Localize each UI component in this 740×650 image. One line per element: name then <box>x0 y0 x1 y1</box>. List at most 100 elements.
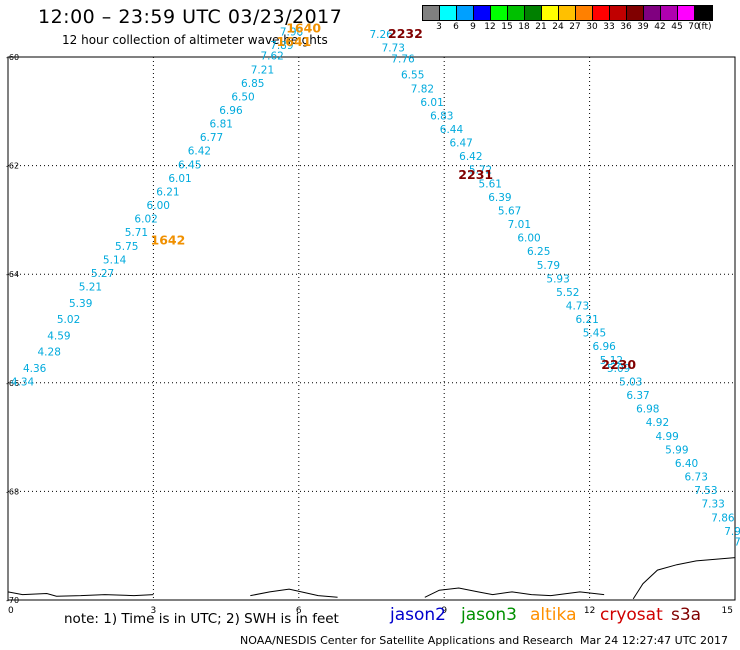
time-label: 1642 <box>151 232 186 247</box>
swh-value-label: 5.39 <box>69 298 92 310</box>
swh-value-label: 6.42 <box>188 146 211 158</box>
swh-value-label: 6.40 <box>675 458 698 470</box>
swh-value-label: 7.01 <box>508 219 531 231</box>
color-swatch <box>474 6 491 20</box>
coastline <box>632 557 736 600</box>
y-tick-label: -68 <box>6 487 19 496</box>
swh-value-label: 5.27 <box>91 268 114 280</box>
color-scale-unit: (ft) <box>698 22 712 32</box>
swh-value-label: 6.47 <box>449 138 472 150</box>
time-label: 1640 <box>286 21 321 36</box>
swh-value-label: 6.81 <box>210 119 233 131</box>
swh-value-label: 6.45 <box>178 159 201 171</box>
time-label: 2232 <box>388 26 423 41</box>
swh-value-label: 5.12 <box>600 355 623 367</box>
color-swatch <box>661 6 678 20</box>
swh-value-label: 6.02 <box>134 214 157 226</box>
color-swatch <box>542 6 559 20</box>
color-scale-label: 21 <box>535 22 547 32</box>
time-label: 2231 <box>458 167 493 182</box>
swh-value-label: 6.73 <box>685 472 708 484</box>
x-tick-label: 3 <box>151 606 157 616</box>
footer-credit: NOAA/NESDIS Center for Satellite Applica… <box>240 634 574 647</box>
swh-value-label: 7.62 <box>260 51 283 63</box>
page-title: 12:00 – 23:59 UTC 03/23/2017 <box>38 6 343 28</box>
y-tick-label: -60 <box>6 53 19 62</box>
y-tick-label: -64 <box>6 270 19 279</box>
plot-frame <box>7 56 736 601</box>
swh-value-label: 6.77 <box>200 132 223 144</box>
swh-value-label: 5.21 <box>79 281 102 293</box>
color-swatch <box>678 6 695 20</box>
swh-value-label: 6.21 <box>156 186 179 198</box>
y-tick-label: -70 <box>6 596 19 605</box>
color-scale-label: 6 <box>453 22 459 32</box>
swh-value-label: 7.9 <box>724 526 740 538</box>
color-scale-label: 27 <box>569 22 581 32</box>
swh-value-label: 5.71 <box>125 227 148 239</box>
legend-item-s3a: s3a <box>671 605 702 625</box>
swh-value-label: 6.98 <box>636 404 659 416</box>
swh-value-label: 7.82 <box>411 83 434 95</box>
swh-value-label: 4.92 <box>646 417 669 429</box>
x-tick-label: 15 <box>722 606 733 616</box>
swh-value-label: 5.67 <box>498 205 521 217</box>
swh-value-label: 7.73 <box>382 43 405 55</box>
swh-value-label: 6.01 <box>168 173 191 185</box>
color-scale-label: 30 <box>586 22 598 32</box>
swh-value-label: 5.45 <box>583 328 606 340</box>
swh-value-label: 5.72 <box>469 165 492 177</box>
color-scale-label: 70 <box>688 22 700 32</box>
swh-value-label: 6.42 <box>459 151 482 163</box>
swh-value-label: 5.03 <box>619 377 642 389</box>
color-scale-label: 45 <box>671 22 683 32</box>
color-scale-label: 3 <box>436 22 442 32</box>
x-tick-label: 12 <box>584 606 595 616</box>
swh-value-label: 6.00 <box>147 200 170 212</box>
y-tick-label: -62 <box>6 162 19 171</box>
swh-value-label: 5.93 <box>546 273 569 285</box>
swh-value-label: 5.61 <box>479 178 502 190</box>
swh-value-label: 7.76 <box>391 53 415 65</box>
coastline <box>7 591 154 597</box>
swh-value-label: 4.73 <box>566 300 589 312</box>
color-swatch <box>508 6 525 20</box>
legend-item-cryosat: cryosat <box>600 605 663 625</box>
swh-value-label: 7.33 <box>701 499 724 511</box>
swh-value-label: 6.83 <box>430 110 453 122</box>
color-swatch <box>525 6 542 20</box>
time-label: 2230 <box>601 357 636 372</box>
footer-timestamp: Mar 24 12:27:47 UTC 2017 <box>580 634 728 647</box>
swh-value-label: 5.99 <box>665 444 688 456</box>
page-subtitle: 12 hour collection of altimeter wave hei… <box>62 33 328 47</box>
swh-value-label: 6.01 <box>420 97 443 109</box>
swh-value-label: 6.44 <box>440 124 464 136</box>
note-text: note: 1) Time is in UTC; 2) SWH is in fe… <box>64 611 339 627</box>
color-swatch <box>423 6 440 20</box>
x-tick-label: 9 <box>441 606 447 616</box>
swh-value-label: 7.86 <box>711 512 735 524</box>
swh-value-label: 7.89 <box>270 40 293 52</box>
color-scale-label: 12 <box>484 22 496 32</box>
color-scale-label: 33 <box>603 22 615 32</box>
swh-value-label: 5.02 <box>57 314 80 326</box>
color-scale-label: 18 <box>518 22 530 32</box>
swh-value-label: 5.52 <box>556 287 579 299</box>
color-swatch <box>644 6 661 20</box>
y-tick-label: -66 <box>6 379 19 388</box>
swh-value-label: 5.14 <box>103 254 127 266</box>
color-scale-label: 15 <box>501 22 513 32</box>
swh-value-label: 6.96 <box>219 105 243 117</box>
color-scale-label: 36 <box>620 22 632 32</box>
color-swatch <box>440 6 457 20</box>
time-label: 1641 <box>277 34 312 49</box>
swh-value-label: 6.37 <box>626 390 649 402</box>
color-scale-label: 39 <box>637 22 649 32</box>
color-scale-label: 24 <box>552 22 564 32</box>
swh-value-label: 4.99 <box>655 431 678 443</box>
swh-value-label: 6.50 <box>231 91 254 103</box>
swh-value-label: 7.26 <box>369 29 393 41</box>
color-scale-label: 9 <box>470 22 476 32</box>
color-swatch <box>695 6 712 20</box>
